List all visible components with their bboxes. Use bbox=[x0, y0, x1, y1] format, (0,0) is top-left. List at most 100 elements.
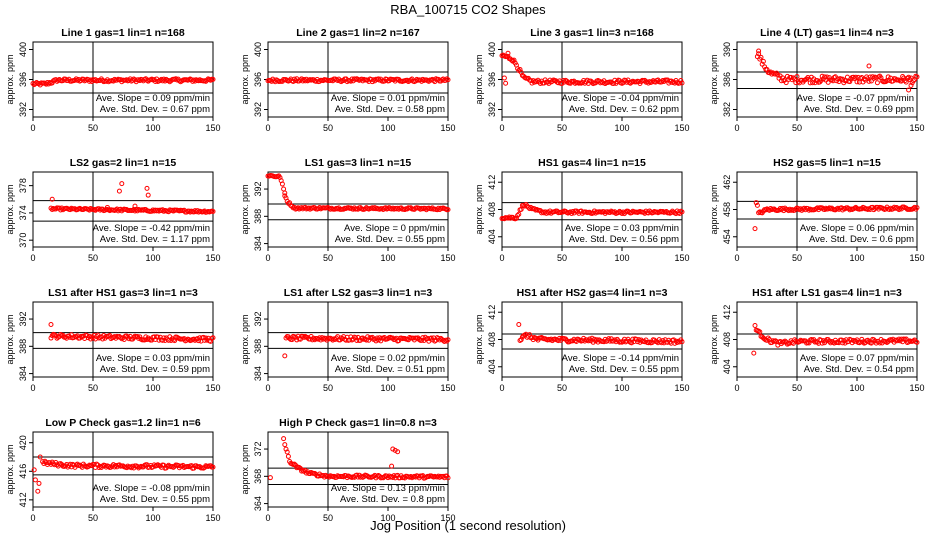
data-point bbox=[375, 76, 381, 82]
y-axis-label: approx. ppm bbox=[5, 444, 15, 494]
x-tick-label: 100 bbox=[145, 123, 160, 133]
x-tick-label: 150 bbox=[205, 253, 220, 263]
stddev-annotation: Ave. Std. Dev. = 1.17 ppm bbox=[100, 234, 210, 245]
data-point bbox=[753, 200, 759, 206]
x-tick-label: 50 bbox=[88, 123, 98, 133]
x-tick-label: 50 bbox=[557, 123, 567, 133]
data-point bbox=[210, 335, 216, 341]
data-point bbox=[104, 204, 110, 210]
x-tick-label: 100 bbox=[380, 383, 395, 393]
y-axis-label: approx. ppm bbox=[474, 54, 484, 104]
data-point bbox=[330, 337, 336, 343]
x-tick-label: 100 bbox=[614, 383, 629, 393]
y-tick-label: 412 bbox=[487, 305, 497, 320]
data-point bbox=[866, 78, 872, 84]
stddev-annotation: Ave. Std. Dev. = 0.56 ppm bbox=[569, 234, 679, 245]
data-point bbox=[819, 340, 825, 346]
y-tick-label: 370 bbox=[18, 233, 28, 248]
x-tick-label: 150 bbox=[909, 123, 924, 133]
panel-title: Line 1 gas=1 lin=1 n=168 bbox=[61, 27, 185, 39]
data-point bbox=[282, 190, 288, 196]
data-point bbox=[373, 338, 379, 344]
x-tick-label: 0 bbox=[30, 123, 35, 133]
x-tick-label: 50 bbox=[792, 383, 802, 393]
y-tick-label: 420 bbox=[18, 435, 28, 450]
y-tick-label: 404 bbox=[487, 229, 497, 244]
chart-panel: Line 1 gas=1 lin=1 n=168 0 50 100 150 392 396 4… bbox=[5, 27, 221, 133]
panel-title: HS1 after LS1 gas=4 lin=1 n=3 bbox=[752, 287, 902, 299]
y-axis-label: approx. ppm bbox=[240, 444, 250, 494]
stddev-annotation: Ave. Std. Dev. = 0.62 ppm bbox=[569, 104, 679, 115]
slope-annotation: Ave. Slope = 0.01 ppm/min bbox=[331, 93, 445, 104]
data-point bbox=[210, 76, 216, 82]
data-point bbox=[807, 80, 813, 86]
data-point bbox=[144, 185, 150, 191]
data-point bbox=[501, 75, 507, 81]
x-tick-label: 50 bbox=[88, 253, 98, 263]
x-tick-label: 150 bbox=[909, 383, 924, 393]
data-point bbox=[679, 339, 685, 345]
y-axis-label: approx. ppm bbox=[240, 184, 250, 234]
y-tick-label: 412 bbox=[487, 175, 497, 190]
data-point bbox=[395, 449, 401, 455]
data-point bbox=[914, 339, 920, 345]
data-point bbox=[854, 79, 860, 85]
x-tick-label: 0 bbox=[265, 123, 270, 133]
y-tick-label: 372 bbox=[253, 442, 263, 457]
data-point bbox=[389, 463, 395, 469]
plot-frame bbox=[267, 431, 449, 508]
stddev-annotation: Ave. Std. Dev. = 0.67 ppm bbox=[100, 104, 210, 115]
chart-panel: Low P Check gas=1.2 lin=1 n=6 0 50 100 150 41… bbox=[5, 417, 221, 523]
x-tick-label: 0 bbox=[734, 383, 739, 393]
chart-panel: HS1 gas=4 lin=1 n=15 0 50 100 150 404 408 412ap… bbox=[474, 157, 690, 263]
slope-annotation: Ave. Slope = 0.03 ppm/min bbox=[565, 223, 679, 234]
data-point bbox=[505, 50, 511, 56]
data-point bbox=[36, 480, 42, 486]
x-tick-label: 150 bbox=[909, 253, 924, 263]
y-tick-label: 416 bbox=[18, 464, 28, 479]
data-point bbox=[35, 488, 41, 494]
stddev-annotation: Ave. Std. Dev. = 0.69 ppm bbox=[804, 104, 914, 115]
slope-annotation: Ave. Slope = 0.13 ppm/min bbox=[331, 483, 445, 494]
x-tick-label: 50 bbox=[323, 123, 333, 133]
slope-annotation: Ave. Slope = 0.02 ppm/min bbox=[331, 353, 445, 364]
x-tick-label: 0 bbox=[265, 253, 270, 263]
y-tick-label: 386 bbox=[722, 72, 732, 87]
x-tick-label: 100 bbox=[614, 123, 629, 133]
data-point bbox=[210, 464, 216, 470]
y-tick-label: 396 bbox=[487, 72, 497, 87]
data-point bbox=[281, 186, 287, 192]
data-point bbox=[173, 76, 179, 82]
y-tick-label: 396 bbox=[18, 72, 28, 87]
y-tick-label: 368 bbox=[253, 469, 263, 484]
chart-panel: LS1 gas=3 lin=1 n=15 0 50 100 150 384 388 392ap… bbox=[240, 157, 456, 263]
data-point bbox=[518, 337, 524, 343]
x-tick-label: 50 bbox=[323, 383, 333, 393]
slope-annotation: Ave. Slope = 0 ppm/min bbox=[344, 223, 445, 234]
chart-panel: HS1 after LS1 gas=4 lin=1 n=3 0 50 100 150 40… bbox=[709, 287, 925, 393]
x-tick-label: 50 bbox=[88, 383, 98, 393]
chart-panel: LS1 after HS1 gas=3 lin=1 n=3 0 50 100 150 38… bbox=[5, 287, 221, 393]
data-point bbox=[908, 83, 914, 88]
data-point bbox=[48, 335, 54, 341]
data-point bbox=[782, 338, 788, 344]
x-tick-label: 0 bbox=[265, 513, 270, 523]
data-point bbox=[291, 461, 297, 467]
y-tick-label: 392 bbox=[18, 312, 28, 327]
y-tick-label: 384 bbox=[253, 366, 263, 381]
panel-title: HS1 after HS2 gas=4 lin=1 n=3 bbox=[517, 287, 668, 299]
data-point bbox=[510, 58, 516, 64]
data-point bbox=[806, 340, 812, 346]
y-tick-label: 392 bbox=[487, 102, 497, 117]
data-point bbox=[854, 337, 860, 343]
y-tick-label: 374 bbox=[18, 205, 28, 220]
data-point bbox=[445, 77, 451, 83]
data-point bbox=[781, 339, 787, 345]
y-axis-label: approx. ppm bbox=[709, 54, 719, 104]
data-point bbox=[914, 74, 920, 80]
data-point bbox=[445, 207, 451, 213]
x-tick-label: 0 bbox=[30, 383, 35, 393]
data-point bbox=[49, 196, 55, 202]
chart-panel: Line 3 gas=1 lin=3 n=168 0 50 100 150 392 396 4… bbox=[474, 27, 690, 133]
